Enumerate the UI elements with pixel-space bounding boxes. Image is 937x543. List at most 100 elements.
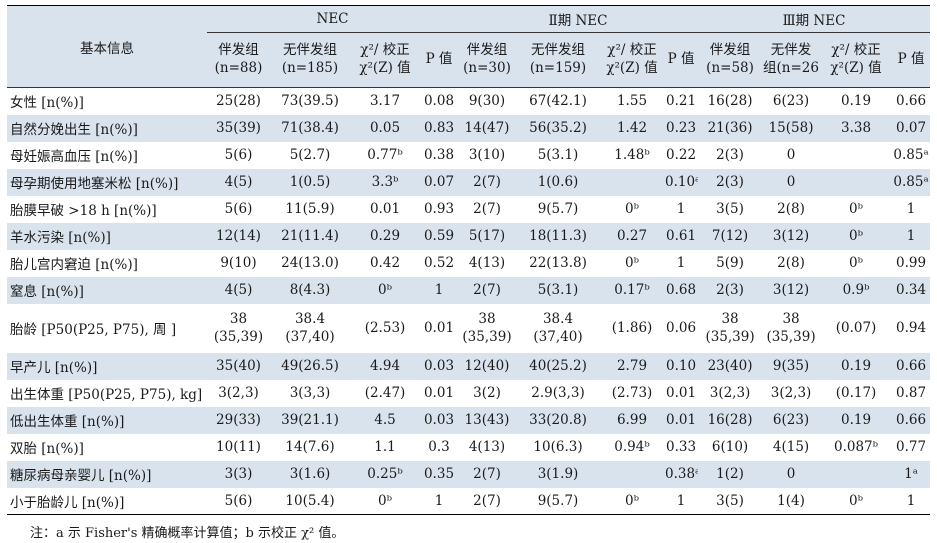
table-cell: 1.42	[600, 114, 664, 142]
table-cell: 67(42.1)	[529, 93, 587, 110]
table-row: 母孕期使用地塞米松 [n(%)] 4(5) 1(0.5) 3.3ᵇ 0.07 2(7) 1(…	[7, 168, 931, 196]
table-cell: 0.10	[664, 352, 699, 380]
table-cell: 71(38.4)	[270, 114, 350, 142]
table-cell: 73(39.5)	[281, 93, 339, 110]
column-header: 伴发组 (n=88)	[207, 32, 270, 88]
table-cell: 0.9ᵇ	[820, 276, 893, 304]
table-cell: 0.01	[665, 385, 697, 401]
row-label: 胎龄 [P50(P25, P75), 周 ]	[10, 322, 177, 338]
table-cell: 21(36)	[698, 114, 763, 142]
table-row: 女性 [n(%)] 25(28) 73(39.5) 3.17 0.08 9(30) 67(4…	[7, 88, 930, 115]
table-cell: 3(3)	[207, 460, 270, 488]
table-cell: 5(17)	[458, 222, 516, 250]
table-cell: 5(6)	[224, 201, 253, 217]
table-cell: (2.73)	[611, 385, 653, 401]
table-cell: 0.10ᵃ	[664, 168, 699, 196]
table-cell: 2(7)	[458, 168, 516, 196]
table-cell: 0ᵇ	[625, 255, 639, 271]
table-cell: 0.21	[665, 93, 697, 110]
column-header: P 值	[420, 32, 458, 88]
column-header: 伴发组 (n=58)	[698, 32, 763, 88]
footnote: 注：a 示 Fisher's 精确概率计算值；b 示校正 χ² 值。	[30, 526, 345, 541]
table-row: 胎膜早破 >18 h [n(%)] 5(6) 11(5.9) 0.01 0.93 2(7)…	[7, 196, 930, 223]
table-row: 自然分娩出生 [n(%)] 35(39) 71(38.4) 0.05 0.83 14(47…	[7, 114, 931, 142]
table-cell: 0ᵇ	[350, 487, 420, 515]
table-cell: 0.01	[423, 385, 455, 401]
row-label: 胎儿宫内窘迫 [n(%)]	[10, 257, 138, 273]
table-cell: 2(3)	[698, 276, 763, 304]
table-cell: 0.29	[350, 222, 420, 250]
column-header: χ²/ 校正 χ²(Z) 值	[600, 32, 664, 88]
table-cell: 2(7)	[458, 460, 516, 488]
table-cell: 0.01	[664, 406, 699, 434]
row-label: 胎膜早破 >18 h [n(%)]	[10, 203, 157, 219]
table-cell: 13(43)	[458, 406, 516, 434]
table-row: 出生体重 [P50(P25, P75), kg] 3(2,3) 3(3,3) (2.4…	[7, 380, 930, 407]
table-cell: 10(11)	[216, 439, 261, 455]
table-cell: 4.5	[350, 406, 420, 434]
table-cell: 0.66	[892, 352, 931, 380]
column-header: 伴发组 (n=30)	[458, 32, 516, 88]
table-cell: 0.83	[420, 114, 458, 142]
table-cell: (1.86)	[611, 320, 653, 336]
table-cell: 3(2,3)	[218, 385, 259, 401]
table-cell: 0.34	[892, 276, 931, 304]
table-cell: 3(5)	[698, 487, 763, 515]
table-cell	[820, 142, 892, 169]
table-cell: 16(28)	[698, 406, 763, 434]
row-label: 低出生体重 [n(%)]	[7, 406, 207, 434]
table-row: 胎儿宫内窘迫 [n(%)] 9(10) 24(13.0) 0.42 0.52 4(13) 2…	[7, 250, 930, 277]
table-cell: (2.47)	[364, 385, 406, 401]
table-cell: 3(2,3)	[709, 385, 751, 401]
table-cell: 12(40)	[458, 352, 516, 380]
table-cell: 0.59	[420, 222, 458, 250]
table-cell: 0.35	[420, 460, 458, 488]
row-label: 女性 [n(%)]	[10, 95, 84, 112]
table-cell: 0.05	[350, 114, 420, 142]
table-cell: 0.19	[841, 93, 872, 110]
table-cell: 38 (35,39)	[705, 310, 755, 345]
table-cell: 5(2.7)	[289, 147, 331, 163]
table-cell: 0.52	[423, 255, 455, 271]
column-header: 无伴发组 (n=159)	[516, 32, 600, 88]
table-cell: 1.48ᵇ	[614, 147, 650, 163]
table-cell: 0.23	[664, 114, 699, 142]
table-cell: 1.1	[374, 439, 396, 455]
table-row: 小于胎龄儿 [n(%)] 5(6) 10(5.4) 0ᵇ 1 2(7) 9(5.7) 0ᵇ 1 3…	[7, 487, 931, 515]
table-cell: 23(40)	[698, 352, 763, 380]
table-cell: 0.77	[896, 439, 927, 455]
table-row: 早产儿 [n(%)] 35(40) 49(26.5) 4.94 0.03 12(40) 40…	[7, 352, 931, 380]
table-cell: 9(30)	[468, 93, 506, 110]
table-cell: 3(10)	[468, 147, 506, 163]
table-cell	[600, 168, 664, 196]
table-cell: 1ᵃ	[892, 460, 931, 488]
table-cell: 0.94ᵇ	[614, 439, 650, 455]
table-cell: 4(13)	[468, 439, 506, 455]
table-cell: 35(40)	[207, 352, 270, 380]
table-cell: 39(21.1)	[270, 406, 350, 434]
table-cell: 10(6.3)	[533, 439, 583, 455]
column-header: 无伴发 组(n=26)	[762, 32, 821, 88]
group-header: NEC	[207, 5, 458, 33]
table-cell: 22(13.8)	[529, 255, 587, 271]
table-cell: 49(26.5)	[270, 352, 350, 380]
table-cell: 0.22	[665, 147, 697, 163]
table-cell: 1	[906, 201, 916, 217]
table-cell: 2.9(3,3)	[531, 385, 585, 401]
table-cell: 0.38ᵃ	[664, 460, 699, 488]
table-cell: 3(1.6)	[270, 460, 350, 488]
table-cell: (0.17)	[835, 385, 877, 401]
table-cell: 0.08	[423, 93, 455, 110]
table-cell: 0	[762, 168, 821, 196]
table-cell: 0ᵇ	[350, 276, 420, 304]
table-cell: 0.42	[369, 255, 401, 271]
table-cell: 0.94	[896, 320, 927, 336]
table-cell: 2(8)	[777, 201, 805, 217]
table-cell: 6(23)	[762, 406, 821, 434]
table-cell: 1(2)	[698, 460, 763, 488]
table-cell: 38.4 (37,40)	[285, 310, 335, 345]
table-cell: 3(12)	[762, 222, 821, 250]
table-row: 母妊娠高血压 [n(%)] 5(6) 5(2.7) 0.77ᵇ 0.38 3(10) 5(3…	[7, 142, 930, 169]
table-cell: 0.07	[420, 168, 458, 196]
table-cell: 0	[786, 147, 796, 163]
